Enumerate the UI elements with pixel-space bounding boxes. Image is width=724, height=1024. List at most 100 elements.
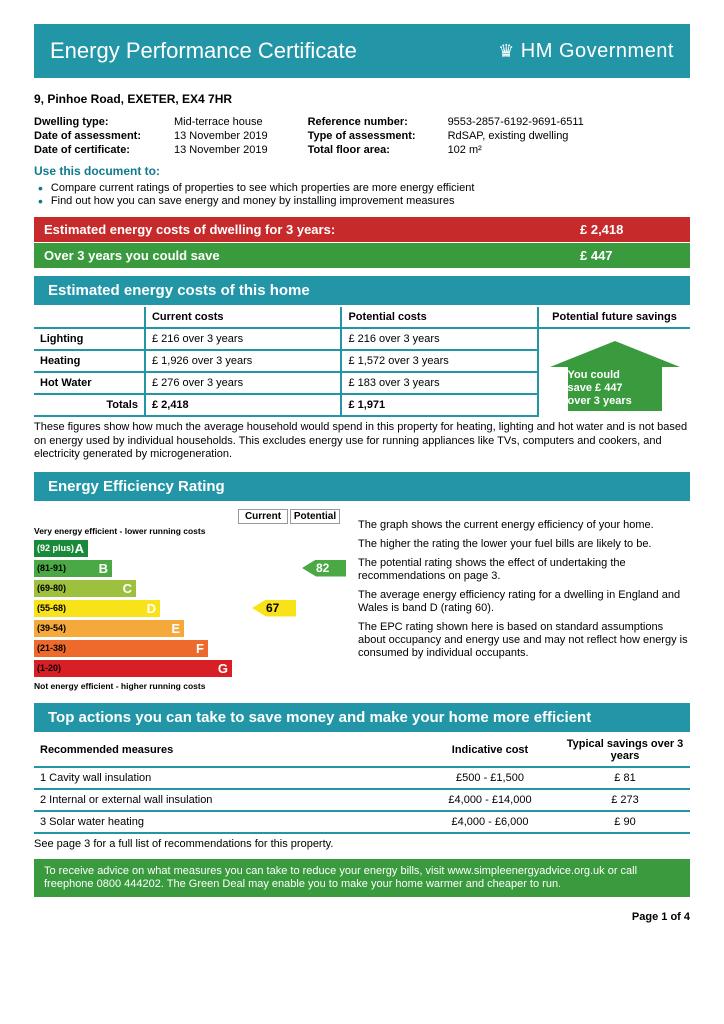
band-bar-A: (92 plus) A — [34, 540, 88, 557]
info-right: Reference number: 9553-2857-6192-9691-65… — [308, 116, 584, 156]
crown-icon: ♛ — [498, 41, 515, 62]
cost-label: Estimated energy costs of dwelling for 3… — [34, 217, 570, 242]
band-letter: D — [147, 601, 156, 616]
rating-para: The higher the rating the lower your fue… — [358, 538, 690, 551]
col-current-label: Current — [238, 509, 288, 524]
band-row: (39-54) E — [34, 619, 344, 638]
cell-name: Lighting — [34, 328, 145, 350]
table-header: Recommended measures — [34, 734, 420, 767]
rating-section: Current Potential Very energy efficient … — [34, 503, 690, 691]
rating-para: The graph shows the current energy effic… — [358, 519, 690, 532]
rating-text: The graph shows the current energy effic… — [358, 503, 690, 691]
info-value: 9553-2857-6192-9691-6511 — [448, 116, 584, 128]
page-number: Page 1 of 4 — [34, 911, 690, 923]
info-value: Mid-terrace house — [174, 116, 268, 128]
cell-name: Heating — [34, 350, 145, 372]
cell-name: Hot Water — [34, 372, 145, 394]
chart-bottom-label: Not energy efficient - higher running co… — [34, 681, 344, 691]
band-letter: F — [196, 641, 204, 656]
band-range: (81-91) — [37, 563, 66, 573]
arrow-body: You couldsave £ 447over 3 years — [568, 367, 662, 411]
cell-potential: £ 216 over 3 years — [341, 328, 538, 350]
cost-value: £ 2,418 — [570, 217, 690, 242]
potential-rating-marker: 82 — [302, 560, 346, 577]
current-rating-marker: 67 — [252, 600, 296, 617]
band-range: (1-20) — [37, 663, 61, 673]
band-row: (81-91) B 82 — [34, 559, 344, 578]
cell-current: £ 276 over 3 years — [145, 372, 342, 394]
measure-savings: £ 81 — [560, 767, 690, 789]
info-left: Dwelling type: Mid-terrace house Date of… — [34, 116, 268, 156]
costs-note: These figures show how much the average … — [34, 421, 690, 462]
info-label: Reference number: — [308, 116, 448, 128]
rating-para: The average energy efficiency rating for… — [358, 589, 690, 615]
band-row: (21-38) F — [34, 639, 344, 658]
band-letter: C — [123, 581, 132, 596]
use-doc-title: Use this document to: — [34, 164, 690, 178]
cell-potential: £ 183 over 3 years — [341, 372, 538, 394]
property-info: Dwelling type: Mid-terrace house Date of… — [34, 116, 690, 156]
green-footer: To receive advice on what measures you c… — [34, 859, 690, 897]
info-label: Type of assessment: — [308, 130, 448, 142]
info-label: Dwelling type: — [34, 116, 174, 128]
band-letter: E — [171, 621, 180, 636]
actions-note: See page 3 for a full list of recommenda… — [34, 838, 690, 852]
table-header: Potential costs — [341, 307, 538, 328]
band-bar-B: (81-91) B — [34, 560, 112, 577]
chart-top-label: Very energy efficient - lower running co… — [34, 526, 344, 536]
band-bar-G: (1-20) G — [34, 660, 232, 677]
info-label: Total floor area: — [308, 144, 448, 156]
table-header: Current costs — [145, 307, 342, 328]
band-row: (92 plus) A — [34, 539, 344, 558]
band-letter: G — [218, 661, 228, 676]
bullet-text: Find out how you can save energy and mon… — [51, 195, 455, 207]
col-potential-label: Potential — [290, 509, 340, 524]
table-header — [34, 307, 145, 328]
band-range: (39-54) — [37, 623, 66, 633]
measure-name: 3 Solar water heating — [34, 811, 420, 833]
total-current: £ 2,418 — [145, 394, 342, 416]
band-bar-C: (69-80) C — [34, 580, 136, 597]
band-letter: A — [75, 541, 84, 556]
cell-potential: £ 1,572 over 3 years — [341, 350, 538, 372]
total-potential: £ 1,971 — [341, 394, 538, 416]
cell-current: £ 1,926 over 3 years — [145, 350, 342, 372]
bullet-text: Compare current ratings of properties to… — [51, 182, 475, 194]
section-header-costs: Estimated energy costs of this home — [34, 276, 690, 305]
measure-cost: £4,000 - £14,000 — [420, 789, 560, 811]
bullet-item: • Find out how you can save energy and mo… — [34, 195, 690, 207]
table-row: Lighting £ 216 over 3 years £ 216 over 3… — [34, 328, 690, 350]
table-row: 1 Cavity wall insulation £500 - £1,500 £… — [34, 767, 690, 789]
band-letter: B — [99, 561, 108, 576]
cost-bar-red: Estimated energy costs of dwelling for 3… — [34, 217, 690, 242]
arrow-head-icon — [550, 341, 680, 367]
rating-chart: Current Potential Very energy efficient … — [34, 503, 344, 691]
totals-label: Totals — [34, 394, 145, 416]
hm-government-logo: ♛ HM Government — [498, 40, 674, 63]
band-range: (21-38) — [37, 643, 66, 653]
table-row: 3 Solar water heating £4,000 - £6,000 £ … — [34, 811, 690, 833]
measure-name: 2 Internal or external wall insulation — [34, 789, 420, 811]
measure-cost: £4,000 - £6,000 — [420, 811, 560, 833]
table-header: Indicative cost — [420, 734, 560, 767]
table-header: Typical savings over 3 years — [560, 734, 690, 767]
property-address: 9, Pinhoe Road, EXETER, EX4 7HR — [34, 92, 690, 106]
band-bar-D: (55-68) D — [34, 600, 160, 617]
cost-value: £ 447 — [570, 243, 690, 268]
rating-para: The EPC rating shown here is based on st… — [358, 621, 690, 660]
band-bar-E: (39-54) E — [34, 620, 184, 637]
measure-name: 1 Cavity wall insulation — [34, 767, 420, 789]
bullet-item: •Compare current ratings of properties t… — [34, 182, 690, 194]
band-range: (92 plus) — [37, 543, 74, 553]
info-label: Date of certificate: — [34, 144, 174, 156]
savings-cell: You couldsave £ 447over 3 years — [538, 328, 690, 416]
bullet-icon: • — [38, 195, 43, 207]
band-row: (1-20) G — [34, 659, 344, 678]
section-header-rating: Energy Efficiency Rating — [34, 472, 690, 501]
band-range: (69-80) — [37, 583, 66, 593]
cell-current: £ 216 over 3 years — [145, 328, 342, 350]
info-value: 13 November 2019 — [174, 144, 268, 156]
measure-savings: £ 90 — [560, 811, 690, 833]
band-row: (69-80) C — [34, 579, 344, 598]
savings-arrow: You couldsave £ 447over 3 years — [550, 341, 680, 411]
